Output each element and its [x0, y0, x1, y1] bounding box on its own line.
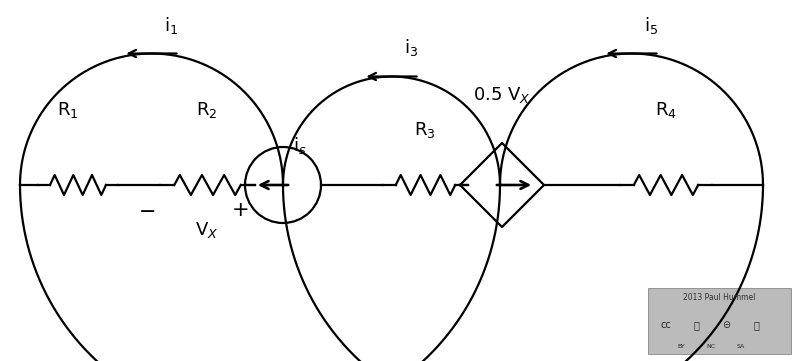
Text: $+$: $+$	[231, 200, 249, 220]
Text: Ⓜ: Ⓜ	[753, 320, 759, 330]
Text: 2013 Paul Hummel: 2013 Paul Hummel	[683, 293, 756, 303]
Text: NC: NC	[706, 344, 715, 348]
Text: R$_1$: R$_1$	[58, 100, 78, 120]
Text: i$_1$: i$_1$	[165, 14, 178, 35]
Text: R$_4$: R$_4$	[655, 100, 677, 120]
Text: BY: BY	[677, 344, 685, 348]
Text: R$_3$: R$_3$	[414, 120, 436, 140]
Text: SA: SA	[737, 344, 745, 348]
Text: ⓘ: ⓘ	[693, 320, 699, 330]
Text: 0.5 V$_X$: 0.5 V$_X$	[473, 85, 531, 105]
Text: cc: cc	[661, 320, 671, 330]
Text: ⊝: ⊝	[722, 320, 730, 330]
Text: i$_3$: i$_3$	[405, 38, 418, 58]
Text: $-$: $-$	[138, 200, 156, 220]
Text: i$_5$: i$_5$	[645, 14, 658, 35]
Text: R$_2$: R$_2$	[196, 100, 218, 120]
Text: i$_s$: i$_s$	[294, 135, 306, 156]
Text: V$_X$: V$_X$	[195, 220, 218, 240]
FancyBboxPatch shape	[648, 288, 791, 354]
